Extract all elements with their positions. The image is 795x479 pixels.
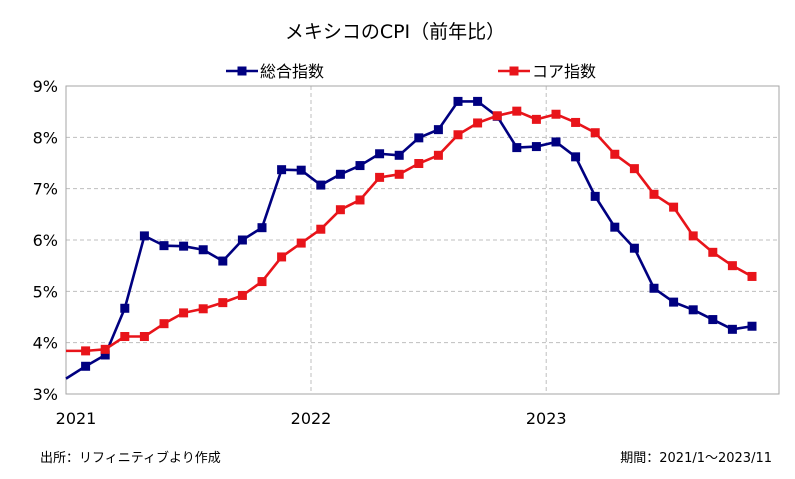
y-tick-label: 7% (33, 180, 58, 199)
data-point (571, 152, 581, 162)
data-point (629, 164, 639, 174)
data-point (100, 350, 110, 360)
data-point (277, 165, 287, 175)
data-point (629, 243, 639, 253)
x-tick-label: 2022 (291, 409, 332, 428)
data-point (571, 117, 581, 127)
data-point (531, 114, 541, 124)
data-point (218, 256, 228, 266)
data-point (394, 169, 404, 179)
data-point (120, 332, 130, 342)
legend-swatch-marker (509, 66, 519, 76)
x-tick-label: 2021 (56, 409, 97, 428)
data-point (355, 195, 365, 205)
data-point (139, 231, 149, 241)
data-point (649, 283, 659, 293)
series-2 (66, 106, 757, 356)
data-point (669, 202, 679, 212)
data-point (590, 191, 600, 201)
data-point (257, 277, 267, 287)
legend: 総合指数 コア指数 (226, 62, 596, 81)
legend-item: 総合指数 (226, 62, 324, 81)
data-point (218, 298, 228, 308)
data-point (433, 125, 443, 135)
data-point (453, 130, 463, 140)
data-point (414, 133, 424, 143)
data-point (747, 271, 757, 281)
axes: 3% 4% 5% 6% 7% 8% 9% 2021 2022 2023 (33, 77, 780, 428)
data-point (610, 222, 620, 232)
period-note: 期間：2021/1～2023/11 (620, 451, 772, 466)
data-point (551, 137, 561, 147)
data-point (277, 252, 287, 262)
data-point (355, 161, 365, 171)
data-point (708, 315, 718, 325)
data-point (473, 118, 483, 128)
y-tick-label: 6% (33, 231, 58, 250)
data-point (610, 149, 620, 159)
series-layer (65, 96, 757, 380)
data-point (590, 128, 600, 138)
data-point (512, 106, 522, 116)
data-point (335, 169, 345, 179)
data-point (159, 319, 169, 329)
data-point (159, 241, 169, 251)
data-point (179, 241, 189, 251)
data-point (198, 245, 208, 255)
data-point (453, 96, 463, 106)
data-point (669, 297, 679, 307)
data-point (81, 346, 91, 356)
y-tick-label: 3% (33, 385, 58, 404)
legend-label: 総合指数 (260, 62, 324, 81)
data-point (139, 332, 149, 342)
data-point (473, 96, 483, 106)
data-point (531, 142, 541, 152)
data-point (708, 247, 718, 257)
data-point (100, 344, 110, 354)
chart-title: メキシコのCPI（前年比） (285, 21, 505, 43)
data-point (81, 361, 91, 371)
legend-item: コア指数 (498, 62, 596, 81)
legend-swatch-marker (237, 66, 247, 76)
data-point (727, 261, 737, 271)
data-point (688, 231, 698, 241)
data-point (296, 165, 306, 175)
series-1 (65, 96, 757, 380)
data-point (727, 324, 737, 334)
data-point (512, 143, 522, 153)
data-point (433, 150, 443, 160)
y-tick-label: 8% (33, 128, 58, 147)
y-tick-label: 4% (33, 334, 58, 353)
data-point (237, 235, 247, 245)
data-point (335, 205, 345, 215)
data-point (375, 149, 385, 159)
data-point (688, 305, 698, 315)
data-point (257, 223, 267, 233)
data-point (551, 109, 561, 119)
data-point (747, 321, 757, 331)
plot-frame (65, 85, 780, 395)
data-point (375, 172, 385, 182)
data-point (414, 159, 424, 169)
gridlines (66, 85, 779, 394)
data-point (394, 150, 404, 160)
legend-label: コア指数 (532, 62, 596, 81)
data-point (492, 111, 502, 121)
x-tick-label: 2023 (526, 409, 567, 428)
data-point (316, 224, 326, 234)
data-point (179, 308, 189, 318)
data-point (296, 238, 306, 248)
data-point (198, 304, 208, 314)
data-point (316, 180, 326, 190)
data-point (649, 189, 659, 199)
data-point (237, 290, 247, 300)
y-tick-label: 5% (33, 282, 58, 301)
source-note: 出所：リフィニティブより作成 (40, 450, 221, 466)
data-point (120, 303, 130, 313)
y-tick-label: 9% (33, 77, 58, 96)
